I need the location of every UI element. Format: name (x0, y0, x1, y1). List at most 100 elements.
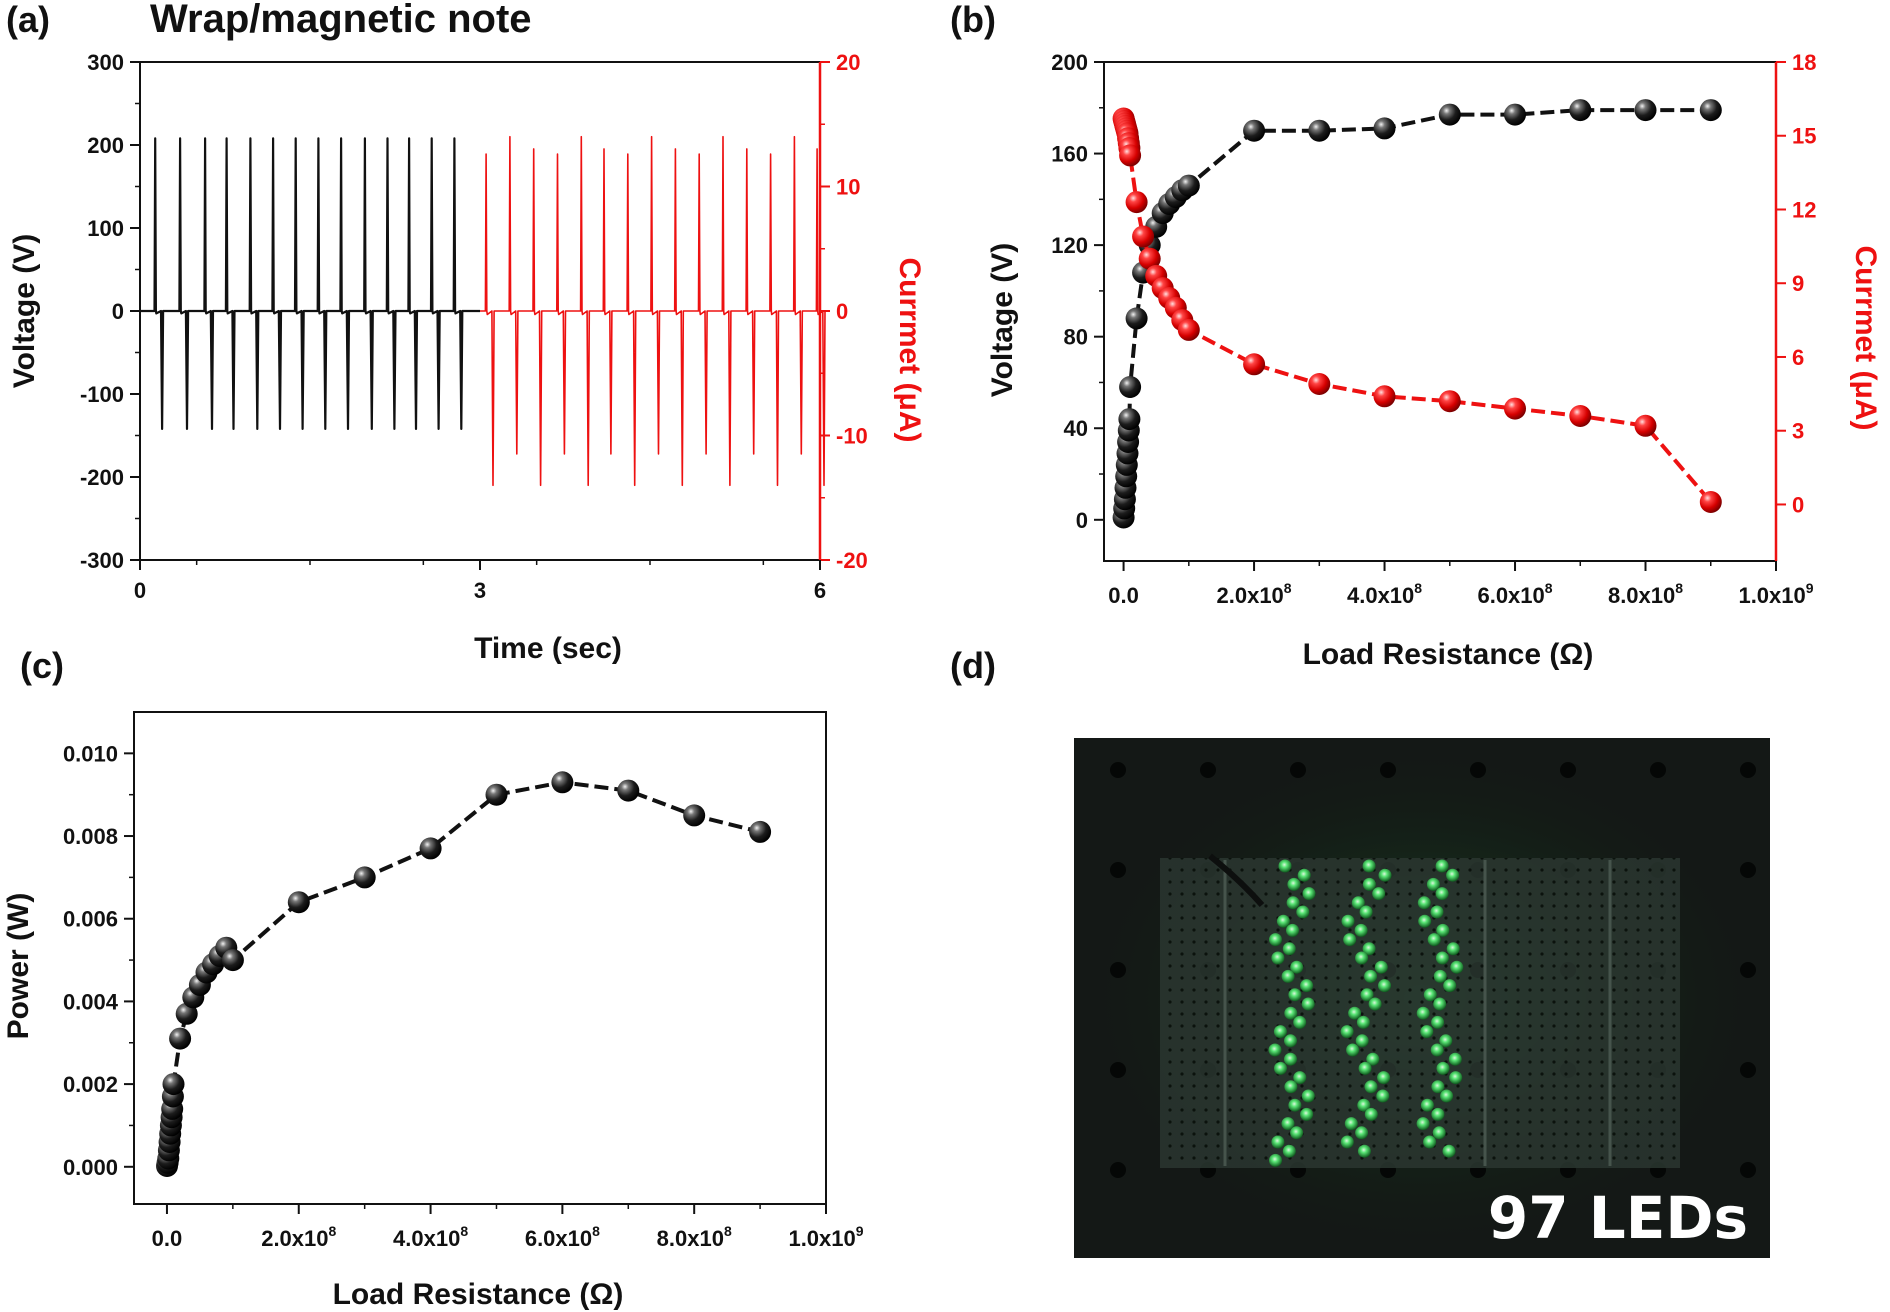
led (1271, 1135, 1285, 1149)
y2-tick-label: -20 (836, 548, 868, 573)
panel-a-y2-axis-label: Currmet (μA) (893, 257, 926, 442)
led (1431, 1015, 1445, 1029)
y-tick-label: 0.000 (63, 1155, 118, 1180)
peg-hole (1110, 762, 1126, 778)
panel-a-label: (a) (6, 0, 50, 40)
data-point-power (287, 891, 310, 914)
led (1364, 1080, 1378, 1094)
peg-hole (1740, 1162, 1756, 1178)
led (1366, 1052, 1380, 1066)
data-point-currmet (1138, 247, 1161, 270)
led (1288, 988, 1302, 1002)
x-tick-label: 3 (474, 578, 486, 603)
panel-b-plot-frame (1103, 61, 1777, 562)
y-tick-label: 0.010 (63, 741, 118, 766)
led (1300, 1107, 1314, 1121)
data-point-currmet (1308, 373, 1331, 395)
data-point-voltage (1634, 99, 1657, 122)
led (1374, 960, 1388, 974)
y-tick-label: 0.004 (63, 989, 119, 1014)
data-point-power (617, 779, 640, 802)
led (1446, 942, 1460, 956)
led (1372, 887, 1386, 901)
y-tick-label: 0.002 (63, 1072, 118, 1097)
data-point-currmet (1438, 390, 1461, 413)
led (1296, 905, 1310, 919)
led (1427, 933, 1441, 947)
panel-a-title: Wrap/magnetic note (150, 0, 532, 41)
led (1348, 1006, 1362, 1020)
led (1377, 1071, 1391, 1085)
panel-a-x-axis-label: Time (sec) (474, 632, 622, 665)
peg-hole (1290, 762, 1306, 778)
y2-tick-label: 12 (1792, 197, 1816, 222)
y2-tick-label: 9 (1792, 271, 1804, 296)
led (1448, 1052, 1462, 1066)
led (1378, 979, 1391, 993)
y2-tick-label: 6 (1792, 345, 1804, 370)
data-point-power (683, 804, 706, 827)
led (1446, 868, 1460, 882)
led-count-caption: 97 LEDs (1488, 1184, 1748, 1252)
y-tick-label: 0 (112, 299, 124, 324)
led-array (1268, 859, 1464, 1167)
data-point-currmet (1699, 491, 1722, 513)
led (1301, 997, 1315, 1011)
x-tick-label: 0 (134, 578, 146, 603)
led (1282, 942, 1296, 956)
x-tick-label: 6.0x108 (525, 1223, 600, 1251)
peg-hole (1110, 862, 1126, 878)
led (1416, 1006, 1430, 1020)
led (1355, 1126, 1369, 1140)
panel-b-label: (b) (950, 0, 996, 40)
data-point-power (169, 1027, 192, 1050)
x-tick-label: 6 (814, 578, 826, 603)
data-point-currmet (1634, 414, 1657, 437)
panel-d-label: (d) (950, 645, 996, 686)
led (1288, 1098, 1302, 1112)
led (1435, 859, 1449, 873)
led (1420, 1098, 1434, 1112)
led (1290, 960, 1304, 974)
series-line-voltage (140, 137, 480, 430)
led (1281, 969, 1295, 983)
series-line-currmet (1121, 118, 1713, 504)
led (1423, 988, 1437, 1002)
x-tick-label: 1.0x109 (788, 1223, 863, 1251)
panel-c-label: (c) (20, 645, 64, 686)
y2-tick-label: 0 (836, 299, 848, 324)
y-tick-label: 200 (87, 133, 124, 158)
peg-hole (1200, 762, 1216, 778)
led (1440, 1089, 1454, 1103)
led (1293, 1015, 1307, 1029)
led (1273, 1025, 1287, 1039)
y-tick-label: 0.008 (63, 824, 118, 849)
peg-hole (1740, 962, 1756, 978)
x-tick-label: 2.0x108 (1217, 580, 1292, 608)
data-point-currmet (1569, 405, 1592, 427)
x-tick-label: 0.0 (1108, 583, 1139, 608)
data-point-power (551, 771, 574, 794)
led (1439, 1034, 1453, 1048)
y2-tick-label: -10 (836, 424, 868, 449)
led (1430, 1043, 1444, 1057)
panel-d-led-photo: (d) 97 LEDs (950, 645, 1770, 1258)
peg-hole (1650, 762, 1666, 778)
panel-a-voltage-current-chart: (a) Wrap/magnetic note -300-200-10001002… (6, 0, 926, 665)
led (1358, 1061, 1372, 1075)
x-tick-label: 0.0 (152, 1226, 183, 1251)
y-tick-label: 100 (87, 216, 124, 241)
y-tick-label: 80 (1064, 325, 1088, 350)
x-tick-label: 4.0x108 (393, 1223, 468, 1251)
led (1376, 1089, 1390, 1103)
led (1432, 1126, 1446, 1140)
led (1431, 1080, 1445, 1094)
led (1354, 923, 1368, 937)
panel-b-voltage-current-vs-resistance-chart: (b) 0 40 80 120 160 200 0 3 6 9 12 15 18 0.0 2.0x108 4.… (950, 0, 1882, 671)
y-tick-label: -100 (80, 382, 124, 407)
led (1355, 1034, 1369, 1048)
led (1300, 979, 1314, 993)
led (1302, 887, 1316, 901)
led (1284, 1006, 1298, 1020)
